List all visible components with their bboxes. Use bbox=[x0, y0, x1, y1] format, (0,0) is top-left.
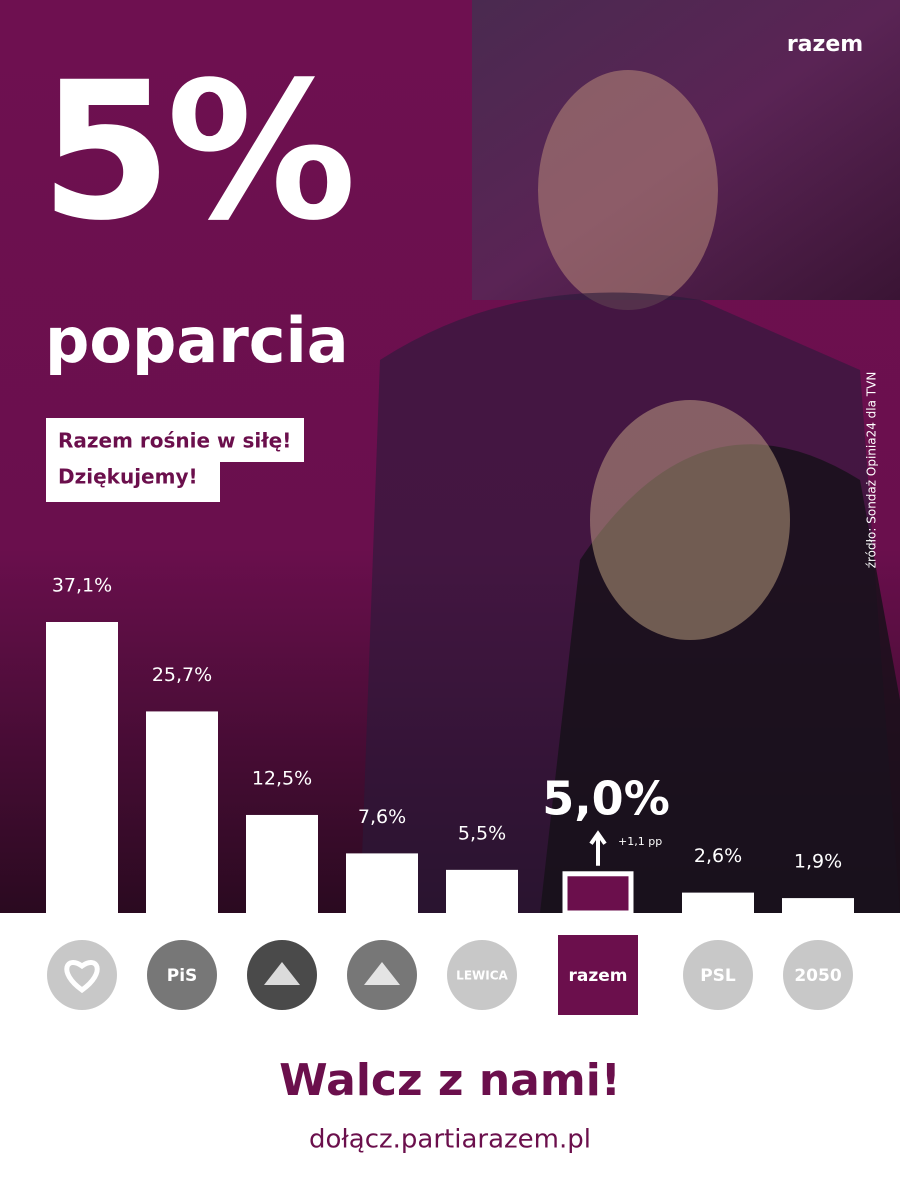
url: dołącz.partiarazem.pl bbox=[309, 1125, 591, 1155]
value-label: 37,1% bbox=[52, 575, 112, 597]
value-label: 25,7% bbox=[152, 664, 212, 686]
bar bbox=[562, 871, 634, 916]
chart: 37,1% 25,7% PiS 12,5% 7,6% 5,5% LEWICA 5,0% +1,1… bbox=[46, 575, 854, 1015]
party-icon bbox=[364, 962, 400, 985]
tagline-box bbox=[46, 458, 220, 502]
party-logo bbox=[147, 940, 217, 1010]
tagline: Razem rośnie w siłę! bbox=[58, 429, 291, 453]
value-label: 12,5% bbox=[252, 767, 312, 789]
bar bbox=[46, 622, 118, 913]
value-label: 2,6% bbox=[694, 845, 742, 867]
headline: 5% bbox=[40, 41, 351, 262]
arrow bbox=[589, 830, 607, 866]
tagline-box bbox=[46, 418, 304, 462]
bar bbox=[346, 853, 418, 913]
source: źródło: Sondaż Opinia24 dla TVN bbox=[865, 372, 879, 569]
cta: Walcz z nami! bbox=[279, 1055, 621, 1106]
party-label: razem bbox=[569, 966, 628, 986]
party-logo bbox=[47, 940, 117, 1010]
value-label: 7,6% bbox=[358, 806, 406, 828]
party-label: LEWICA bbox=[456, 969, 508, 983]
party-logo bbox=[447, 940, 517, 1010]
subheadline: poparcia bbox=[45, 304, 349, 377]
tagline: Dziękujemy! bbox=[58, 465, 198, 489]
party-label: PiS bbox=[167, 966, 198, 986]
party-label: PSL bbox=[700, 966, 736, 986]
value-label: 5,0% bbox=[542, 771, 670, 825]
value-label: 1,9% bbox=[794, 851, 842, 873]
value-label: 5,5% bbox=[458, 822, 506, 844]
heart-icon bbox=[64, 960, 100, 994]
photo-figure bbox=[540, 444, 900, 913]
party-logo bbox=[783, 940, 853, 1010]
party-label: 2050 bbox=[794, 966, 841, 986]
photo-figure bbox=[590, 400, 790, 640]
photo-figure bbox=[538, 70, 718, 310]
annotation: +1,1 pp bbox=[618, 835, 662, 848]
bar bbox=[782, 898, 854, 913]
bar bbox=[146, 711, 218, 913]
party-logo bbox=[683, 940, 753, 1010]
brand: razem bbox=[787, 32, 863, 57]
bar bbox=[682, 892, 754, 913]
party-icon bbox=[264, 962, 300, 985]
party-logo bbox=[558, 935, 638, 1015]
bar bbox=[246, 814, 318, 913]
bar bbox=[446, 869, 518, 913]
